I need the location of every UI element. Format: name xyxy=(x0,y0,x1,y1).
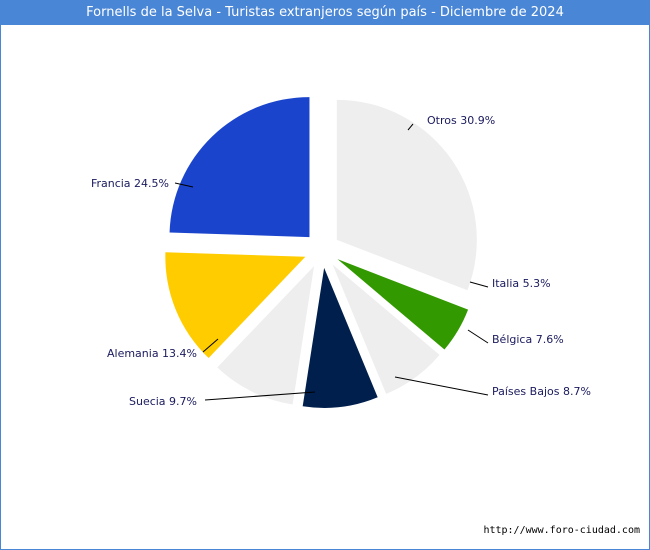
leader-line-italia xyxy=(469,281,489,288)
slice-label-alemania: Alemania 13.4% xyxy=(107,347,197,360)
pie-slice-bélgica xyxy=(332,264,440,394)
slice-label-italia: Italia 5.3% xyxy=(492,277,551,290)
slice-label-francia: Francia 24.5% xyxy=(91,177,169,190)
source-url[interactable]: http://www.foro-ciudad.com xyxy=(483,525,640,536)
pie-slice-suecia xyxy=(217,266,315,405)
leader-line-otros xyxy=(407,123,414,131)
leader-line-alemania xyxy=(202,338,219,353)
leader-line-bélgica xyxy=(467,329,489,344)
pie-slice-francia xyxy=(169,97,310,238)
slice-label-otros: Otros 30.9% xyxy=(427,114,495,127)
pie-slice-países-bajos xyxy=(302,267,378,408)
pie-slice-otros xyxy=(336,99,477,291)
leader-line-países-bajos xyxy=(394,376,489,396)
chart-title: Fornells de la Selva - Turistas extranje… xyxy=(0,0,650,24)
pie-slice-alemania xyxy=(165,252,306,359)
slice-label-suecia: Suecia 9.7% xyxy=(129,395,197,408)
leader-line-suecia xyxy=(204,391,316,401)
pie-slice-italia xyxy=(337,259,469,350)
slice-label-países-bajos: Países Bajos 8.7% xyxy=(492,385,591,398)
leader-line-francia xyxy=(174,182,194,188)
slice-label-bélgica: Bélgica 7.6% xyxy=(492,333,564,346)
